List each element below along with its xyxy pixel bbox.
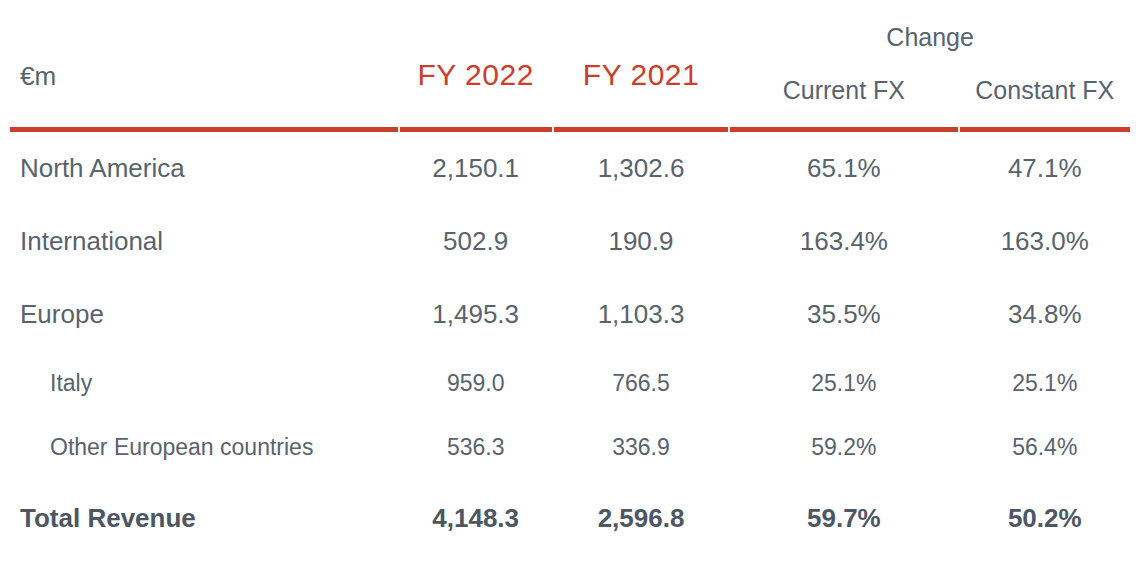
fy2021-value: 1,103.3	[554, 278, 729, 351]
total-row-label: Total Revenue	[10, 479, 398, 557]
table-row-europe: Europe 1,495.3 1,103.3 35.5% 34.8%	[10, 278, 1130, 351]
current-fx-value: 59.2%	[730, 415, 957, 479]
current-fx-value: 65.1%	[730, 132, 957, 205]
column-header-fy2022: FY 2022	[400, 0, 552, 132]
constant-fx-total-value: 50.2%	[960, 479, 1130, 557]
constant-fx-value: 34.8%	[960, 278, 1130, 351]
column-header-current-fx: Current FX	[730, 54, 957, 132]
current-fx-value: 163.4%	[730, 205, 957, 278]
constant-fx-value: 163.0%	[960, 205, 1130, 278]
header-row-group: €m FY 2022 FY 2021 Change	[10, 0, 1130, 54]
fy2022-value: 1,495.3	[400, 278, 552, 351]
fy2021-value: 766.5	[554, 351, 729, 415]
table-row-total-revenue: Total Revenue 4,148.3 2,596.8 59.7% 50.2…	[10, 479, 1130, 557]
table-row-italy: Italy 959.0 766.5 25.1% 25.1%	[10, 351, 1130, 415]
revenue-slide: €m FY 2022 FY 2021 Change Current FX Con…	[0, 0, 1140, 557]
row-label: North America	[10, 132, 398, 205]
row-label-indented: Italy	[10, 351, 398, 415]
row-label-indented: Other European countries	[10, 415, 398, 479]
current-fx-value: 35.5%	[730, 278, 957, 351]
constant-fx-value: 25.1%	[960, 351, 1130, 415]
row-label: Europe	[10, 278, 398, 351]
fy2022-value: 959.0	[400, 351, 552, 415]
constant-fx-value: 47.1%	[960, 132, 1130, 205]
constant-fx-value: 56.4%	[960, 415, 1130, 479]
column-header-constant-fx: Constant FX	[960, 54, 1130, 132]
revenue-by-region-table: €m FY 2022 FY 2021 Change Current FX Con…	[8, 0, 1132, 557]
fy2022-total-value: 4,148.3	[400, 479, 552, 557]
fy2021-total-value: 2,596.8	[554, 479, 729, 557]
fy2022-value: 2,150.1	[400, 132, 552, 205]
fy2022-value: 536.3	[400, 415, 552, 479]
table-row-international: International 502.9 190.9 163.4% 163.0%	[10, 205, 1130, 278]
fy2022-value: 502.9	[400, 205, 552, 278]
column-header-fy2021: FY 2021	[554, 0, 729, 132]
table-row-other-european-countries: Other European countries 536.3 336.9 59.…	[10, 415, 1130, 479]
column-group-header-change: Change	[730, 0, 1130, 54]
fy2021-value: 190.9	[554, 205, 729, 278]
current-fx-value: 25.1%	[730, 351, 957, 415]
fy2021-value: 1,302.6	[554, 132, 729, 205]
table-header: €m FY 2022 FY 2021 Change Current FX Con…	[10, 0, 1130, 132]
fy2021-value: 336.9	[554, 415, 729, 479]
table-row-north-america: North America 2,150.1 1,302.6 65.1% 47.1…	[10, 132, 1130, 205]
table-body: North America 2,150.1 1,302.6 65.1% 47.1…	[10, 132, 1130, 557]
unit-label: €m	[10, 0, 398, 132]
row-label: International	[10, 205, 398, 278]
current-fx-total-value: 59.7%	[730, 479, 957, 557]
